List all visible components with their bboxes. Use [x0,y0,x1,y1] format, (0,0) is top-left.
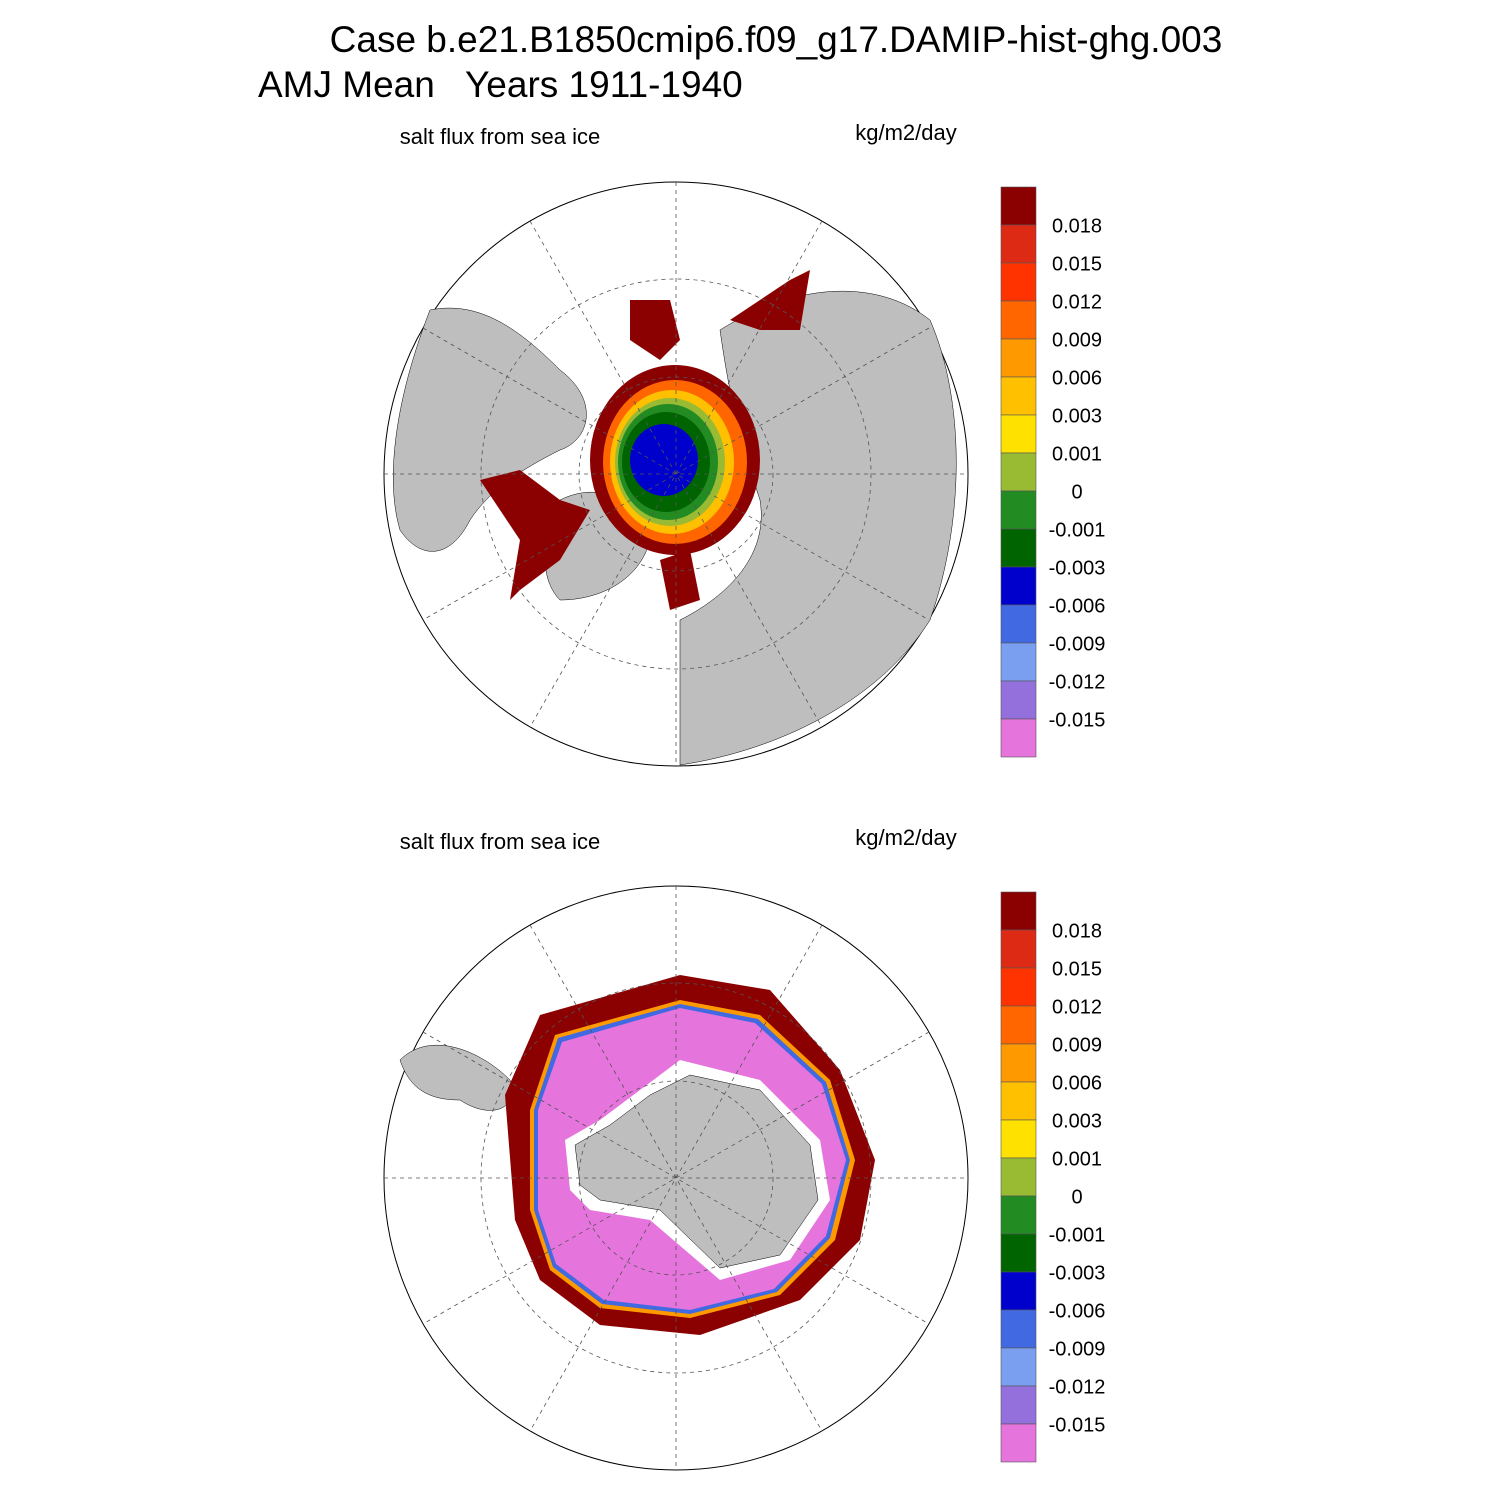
colorbar-box [1000,1347,1037,1387]
colorbar-label: -0.001 [1049,1224,1106,1246]
colorbar-label: 0.009 [1052,329,1102,351]
title-line2: AMJ Mean Years 1911-1940 [258,64,743,105]
colorbar-label: 0.018 [1052,215,1102,237]
colorbar-label: -0.012 [1049,671,1106,693]
colorbar-box [1000,1119,1037,1159]
colorbar-label: 0.006 [1052,367,1102,389]
colorbar-box [1000,566,1037,606]
colorbar-label: 0.006 [1052,1072,1102,1094]
colorbar-label: 0.009 [1052,1034,1102,1056]
colorbar-box [1000,452,1037,492]
colorbar-box [1000,1081,1037,1121]
units-label: kg/m2/day [855,825,957,850]
colorbar-label: -0.012 [1049,1376,1106,1398]
colorbar-label: -0.015 [1049,1414,1106,1436]
units-label: kg/m2/day [855,120,957,145]
colorbar-label: 0.018 [1052,920,1102,942]
colorbar-label: 0.003 [1052,405,1102,427]
colorbar-label: 0.001 [1052,1148,1102,1170]
colorbar-label: -0.001 [1049,519,1106,541]
colorbar-label: -0.009 [1049,1338,1106,1360]
colorbar-box [1000,528,1037,568]
colorbar-label: -0.006 [1049,1300,1106,1322]
colorbar-box [1000,338,1037,378]
colorbar-box [1000,376,1037,416]
colorbar-box [1000,1385,1037,1425]
colorbar-box [1000,414,1037,454]
colorbar-box [1000,262,1037,302]
colorbar-box [1000,300,1037,340]
colorbar-box [1000,967,1037,1007]
colorbar-label: 0.012 [1052,996,1102,1018]
colorbar-box [1000,1043,1037,1083]
colorbar-box [1000,1309,1037,1349]
title-line1: Case b.e21.B1850cmip6.f09_g17.DAMIP-hist… [330,19,1223,60]
colorbar-box [1000,1157,1037,1197]
colorbar-box [1000,929,1037,969]
antarctic-map [383,885,969,1471]
colorbar-box [1000,186,1037,226]
colorbar-label: 0.015 [1052,958,1102,980]
colorbar-box [1000,642,1037,682]
colorbar-box [1000,1195,1037,1235]
colorbar-box [1000,1005,1037,1045]
colorbar-label: 0 [1071,1186,1082,1208]
colorbar-box [1000,1233,1037,1273]
panel-title: salt flux from sea ice [400,124,601,149]
colorbar-label: 0.003 [1052,1110,1102,1132]
colorbar-label: -0.009 [1049,633,1106,655]
arctic-map [383,181,969,767]
colorbar-label: -0.003 [1049,557,1106,579]
colorbar-label: -0.006 [1049,595,1106,617]
colorbar-label: 0 [1071,481,1082,503]
colorbar-box [1000,224,1037,264]
colorbar-box [1000,604,1037,644]
colorbar-label: -0.003 [1049,1262,1106,1284]
colorbar-box [1000,1423,1037,1463]
colorbar-box [1000,1271,1037,1311]
colorbar-label: 0.001 [1052,443,1102,465]
colorbar-label: -0.015 [1049,709,1106,731]
colorbar-label: 0.012 [1052,291,1102,313]
colorbar-box [1000,680,1037,720]
panel-title: salt flux from sea ice [400,829,601,854]
colorbar-box [1000,891,1037,931]
colorbar-box [1000,490,1037,530]
colorbar-label: 0.015 [1052,253,1102,275]
colorbar-box [1000,718,1037,758]
